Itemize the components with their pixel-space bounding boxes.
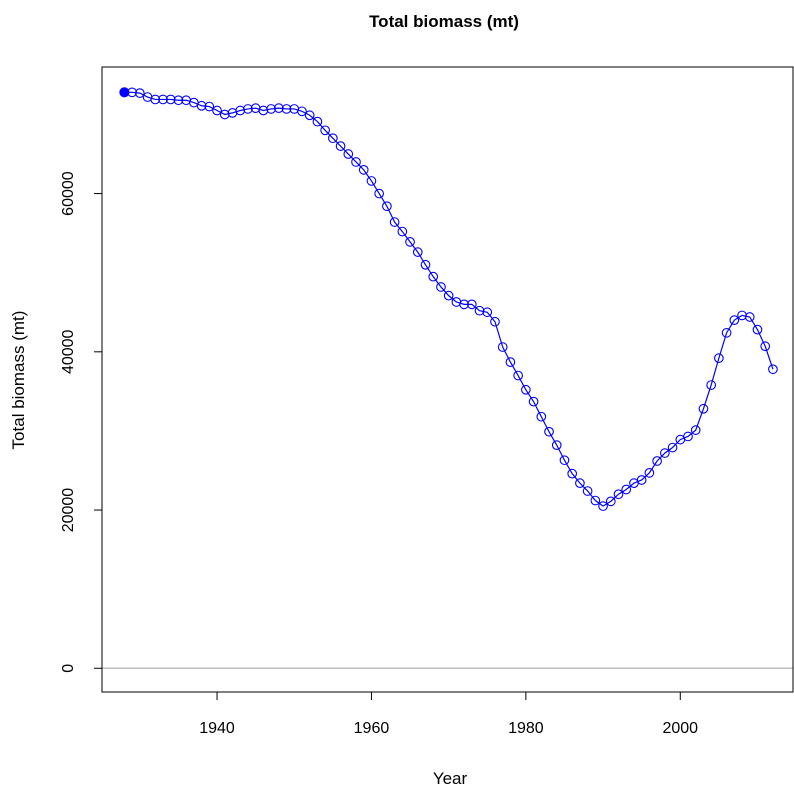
data-point-marker xyxy=(659,448,670,458)
data-point-marker xyxy=(528,396,539,407)
y-tick-label: 0 xyxy=(60,664,77,673)
data-point-marker xyxy=(513,370,523,381)
data-point-marker xyxy=(482,307,493,318)
data-point-marker xyxy=(343,149,354,159)
data-point-marker xyxy=(706,380,717,390)
data-point-marker xyxy=(575,478,585,488)
data-point-marker xyxy=(358,165,369,175)
data-point-marker xyxy=(714,353,724,363)
data-point-marker xyxy=(760,341,771,352)
data-point-marker xyxy=(443,290,454,301)
data-point-marker xyxy=(127,87,137,98)
data-point-marker xyxy=(235,105,246,116)
data-point-marker xyxy=(158,94,168,105)
data-point-marker xyxy=(243,104,253,114)
data-point-marker xyxy=(582,486,593,496)
data-point-marker xyxy=(405,236,415,247)
data-point-marker xyxy=(590,495,601,506)
data-point-marker xyxy=(297,106,307,117)
data-point-marker xyxy=(219,109,230,120)
y-tick-label: 20000 xyxy=(60,488,77,533)
x-tick-label: 2000 xyxy=(662,720,698,737)
data-point-marker xyxy=(428,271,439,282)
x-tick-label: 1940 xyxy=(199,720,235,737)
data-point-marker xyxy=(605,496,616,507)
data-point-marker xyxy=(335,141,346,151)
data-point-marker xyxy=(374,188,385,199)
data-point-marker xyxy=(497,342,508,352)
data-point-marker xyxy=(304,110,315,121)
data-point-marker xyxy=(744,312,755,322)
data-point-marker xyxy=(490,316,500,327)
data-point-marker xyxy=(165,94,176,105)
data-point-marker xyxy=(150,94,161,105)
data-point-marker xyxy=(544,426,554,437)
data-point-marker xyxy=(412,247,423,257)
data-point-marker xyxy=(698,403,709,414)
data-point-marker xyxy=(320,125,330,136)
series-layer xyxy=(119,87,778,511)
y-axis-label: Total biomass (mt) xyxy=(9,311,28,450)
data-point-marker xyxy=(613,489,624,500)
data-point-marker xyxy=(768,364,778,375)
data-point-marker xyxy=(258,105,269,116)
data-point-marker xyxy=(328,133,338,144)
data-point-marker xyxy=(536,411,547,422)
chart-title: Total biomass (mt) xyxy=(369,12,519,31)
plot-frame xyxy=(101,66,794,693)
data-point-marker xyxy=(652,456,662,466)
data-point-marker xyxy=(683,431,693,442)
x-tick-label: 1960 xyxy=(354,720,390,737)
biomass-series-line xyxy=(124,91,774,507)
data-point-marker xyxy=(459,299,469,310)
data-point-marker xyxy=(505,357,516,367)
data-point-marker xyxy=(644,468,655,478)
data-point-marker xyxy=(420,259,431,270)
data-point-marker xyxy=(690,425,701,435)
data-point-marker xyxy=(737,310,747,321)
data-point-marker xyxy=(134,88,145,98)
y-tick-label: 60000 xyxy=(60,171,77,216)
data-point-marker xyxy=(273,103,284,113)
data-point-marker xyxy=(204,101,215,112)
data-point-marker xyxy=(667,442,678,453)
data-point-marker xyxy=(196,100,207,111)
data-point-marker xyxy=(559,455,570,466)
data-point-marker xyxy=(752,324,763,335)
data-point-marker xyxy=(729,315,740,326)
data-point-marker xyxy=(351,157,361,167)
data-point-marker xyxy=(266,104,276,114)
x-axis-label: Year xyxy=(433,769,468,788)
data-point-marker xyxy=(474,305,485,316)
data-point-marker xyxy=(382,201,392,212)
data-point-marker xyxy=(567,468,578,479)
data-point-marker xyxy=(598,501,608,511)
y-tick-label: 40000 xyxy=(60,329,77,374)
data-point-marker xyxy=(397,226,408,237)
data-point-marker xyxy=(721,327,732,338)
data-point-marker xyxy=(212,105,222,116)
data-point-marker xyxy=(466,299,477,310)
data-point-marker xyxy=(366,176,377,186)
x-tick-label: 1980 xyxy=(508,720,544,737)
data-point-marker xyxy=(436,282,446,292)
start-point-marker xyxy=(119,87,130,98)
data-point-marker xyxy=(521,384,531,395)
data-point-marker xyxy=(312,116,323,127)
data-point-marker xyxy=(621,484,632,495)
data-point-marker xyxy=(389,217,400,227)
data-point-marker xyxy=(551,440,562,451)
data-point-marker xyxy=(173,95,184,106)
data-point-marker xyxy=(636,475,647,485)
data-point-marker xyxy=(281,104,292,114)
